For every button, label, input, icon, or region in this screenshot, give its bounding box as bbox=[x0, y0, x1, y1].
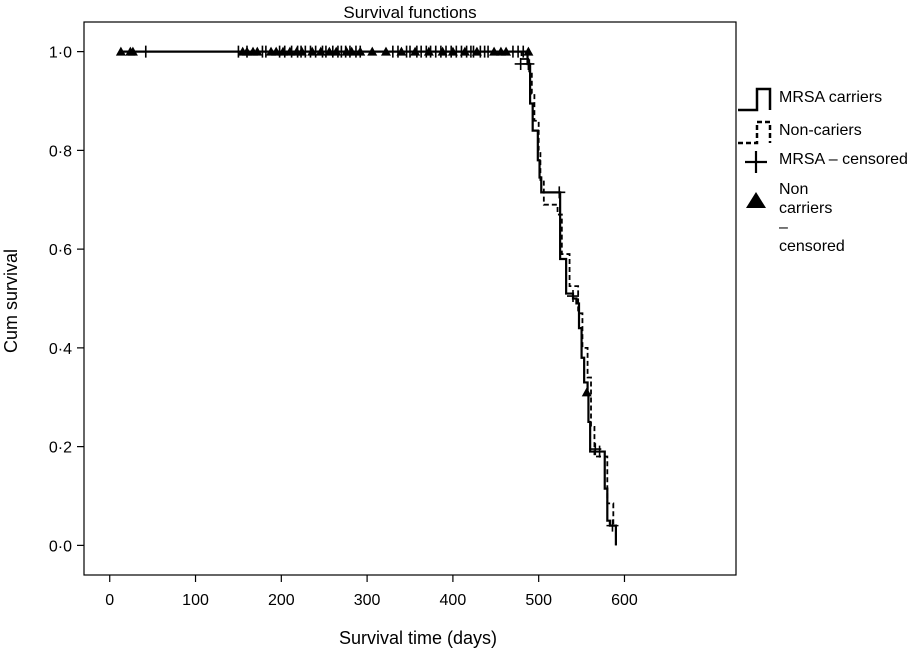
y-tick-label: 0·8 bbox=[49, 143, 72, 160]
censor-plus bbox=[593, 445, 606, 458]
censor-triangle bbox=[324, 46, 335, 56]
censor-triangle bbox=[471, 46, 482, 56]
censor-triangle bbox=[447, 46, 458, 56]
censor-triangle bbox=[459, 46, 470, 56]
survival-curves bbox=[120, 50, 617, 546]
x-tick-label: 400 bbox=[440, 592, 467, 609]
censor-plus bbox=[567, 290, 579, 303]
axis-ticks: 0 100 200 300 400 500 600 0·0 0·2 0·4 0·6 0·8 1·0 bbox=[49, 45, 638, 609]
x-tick-label: 100 bbox=[182, 592, 209, 609]
censor-triangle bbox=[581, 387, 592, 397]
censor-triangle bbox=[115, 46, 126, 56]
y-axis-label: Cum survival bbox=[1, 249, 21, 353]
plot-frame bbox=[83, 21, 737, 576]
censor-triangle bbox=[489, 46, 500, 56]
x-tick-label: 600 bbox=[611, 592, 638, 609]
censor-triangle bbox=[252, 46, 263, 56]
censor-triangle bbox=[346, 46, 357, 56]
censor-triangle bbox=[315, 46, 326, 56]
solid-step-icon bbox=[738, 87, 772, 112]
censor-triangle bbox=[423, 46, 434, 56]
plus-icon bbox=[745, 151, 767, 173]
censor-triangle bbox=[396, 46, 407, 56]
y-tick-label: 0·0 bbox=[49, 538, 72, 555]
y-tick-label: 0·2 bbox=[49, 440, 72, 457]
legend-label-non-censored: Non carriers – censored bbox=[779, 181, 845, 255]
censor-triangle bbox=[278, 46, 289, 56]
censor-triangle bbox=[331, 46, 342, 56]
censor-triangle bbox=[410, 46, 421, 56]
y-tick-label: 0·4 bbox=[49, 341, 72, 358]
censor-plus bbox=[139, 45, 152, 58]
censor-plus bbox=[522, 57, 535, 70]
censor-triangle bbox=[501, 46, 512, 56]
censor-triangle bbox=[380, 46, 391, 56]
censor-triangle bbox=[523, 46, 534, 56]
legend-label-mrsa-censored: MRSA – censored bbox=[779, 151, 908, 168]
censor-plus bbox=[553, 186, 566, 199]
censor-triangle bbox=[127, 46, 138, 56]
legend-label-mrsa: MRSA carriers bbox=[779, 89, 883, 106]
censor-triangle bbox=[296, 46, 307, 56]
x-tick-label: 200 bbox=[268, 592, 295, 609]
y-tick-label: 1·0 bbox=[49, 45, 72, 62]
censor-marks bbox=[115, 45, 619, 532]
legend-label-non: Non-cariers bbox=[779, 122, 862, 139]
x-tick-label: 0 bbox=[105, 592, 114, 609]
x-tick-label: 300 bbox=[354, 592, 381, 609]
censor-triangle bbox=[355, 46, 366, 56]
series-non-carriers bbox=[120, 50, 617, 546]
series-mrsa-carriers bbox=[120, 50, 617, 546]
chart-title: Survival functions bbox=[343, 3, 477, 22]
censor-triangle bbox=[437, 46, 448, 56]
triangle-icon bbox=[746, 192, 766, 208]
censor-triangle bbox=[307, 46, 318, 56]
x-tick-label: 500 bbox=[525, 592, 552, 609]
y-tick-label: 0·6 bbox=[49, 242, 72, 259]
plot-border bbox=[83, 21, 737, 576]
censor-triangle bbox=[284, 46, 295, 56]
censor-plus bbox=[606, 519, 619, 532]
censor-triangle bbox=[271, 46, 282, 56]
dashed-step-icon bbox=[738, 120, 772, 145]
censor-triangle bbox=[367, 46, 378, 56]
x-axis-label: Survival time (days) bbox=[339, 628, 497, 648]
